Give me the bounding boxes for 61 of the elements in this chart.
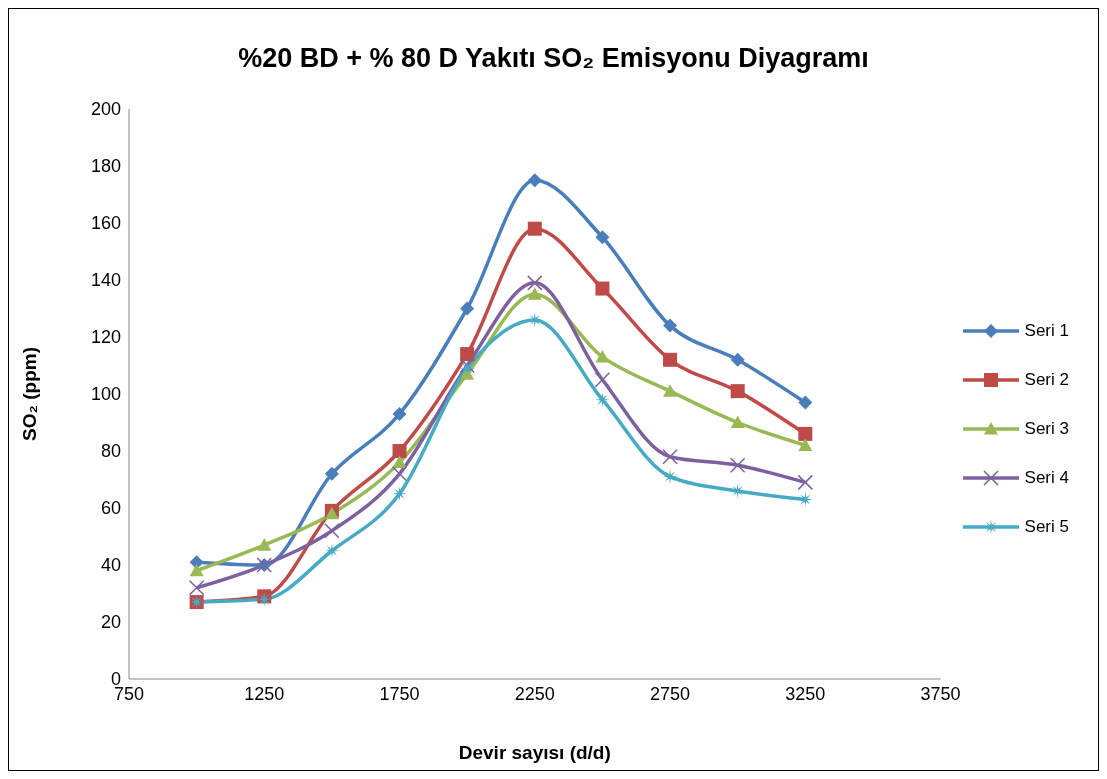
point <box>595 230 610 245</box>
point <box>324 466 339 481</box>
x-axis-title: Devir sayısı (d/d) <box>458 742 611 763</box>
x-tick-label: 1750 <box>379 683 420 704</box>
y-tick-label: 60 <box>100 498 121 519</box>
y-tick-label: 80 <box>100 441 121 462</box>
point <box>460 301 475 316</box>
point <box>595 281 610 296</box>
chart-title: %20 BD + % 80 D Yakıtı SO₂ Emisyonu Diyagramı <box>237 43 870 74</box>
point <box>527 173 542 188</box>
point <box>797 474 814 491</box>
x-tick-label: 2250 <box>514 683 555 704</box>
legend-label: Seri 4 <box>1024 468 1069 488</box>
y-tick-label: 40 <box>100 555 121 576</box>
point <box>663 318 678 333</box>
point <box>798 426 813 441</box>
point <box>662 448 678 465</box>
point <box>594 372 611 388</box>
point <box>460 347 475 362</box>
point <box>527 287 542 300</box>
point <box>798 395 813 410</box>
point <box>459 361 475 376</box>
y-tick-label: 20 <box>100 612 121 633</box>
point <box>189 563 204 577</box>
point <box>392 406 407 421</box>
legend-label: Seri 3 <box>1024 419 1069 439</box>
point <box>459 357 475 374</box>
x-tick-label: 1250 <box>244 683 285 704</box>
y-tick-label: 160 <box>90 213 121 234</box>
legend-label: Seri 2 <box>1024 370 1069 390</box>
point <box>798 438 813 451</box>
point <box>188 580 205 596</box>
point <box>663 352 678 367</box>
legend-label: Seri 5 <box>1024 517 1069 537</box>
point <box>527 275 543 291</box>
point <box>729 457 746 473</box>
x-tick-label: 3250 <box>785 683 826 704</box>
x-tick-label: 2750 <box>650 683 691 704</box>
point <box>324 523 340 539</box>
y-axis-title: SO₂ (ppm) <box>18 347 40 441</box>
point <box>730 384 745 399</box>
y-tick-label: 140 <box>90 270 121 291</box>
legend-label: Seri 1 <box>1024 321 1069 341</box>
point <box>730 415 745 429</box>
point <box>730 352 745 367</box>
y-tick-label: 200 <box>90 99 121 120</box>
point <box>257 538 272 551</box>
point <box>392 486 407 502</box>
point <box>595 349 610 363</box>
y-tick-label: 120 <box>90 327 121 348</box>
y-tick-label: 100 <box>90 384 121 405</box>
y-tick-label: 180 <box>90 156 121 177</box>
point <box>527 221 542 236</box>
point <box>392 455 407 468</box>
x-tick-label: 3750 <box>920 683 961 704</box>
point <box>392 444 407 458</box>
point <box>662 469 678 484</box>
point <box>663 384 678 397</box>
point <box>595 392 610 408</box>
point <box>527 312 543 328</box>
point <box>324 543 340 559</box>
